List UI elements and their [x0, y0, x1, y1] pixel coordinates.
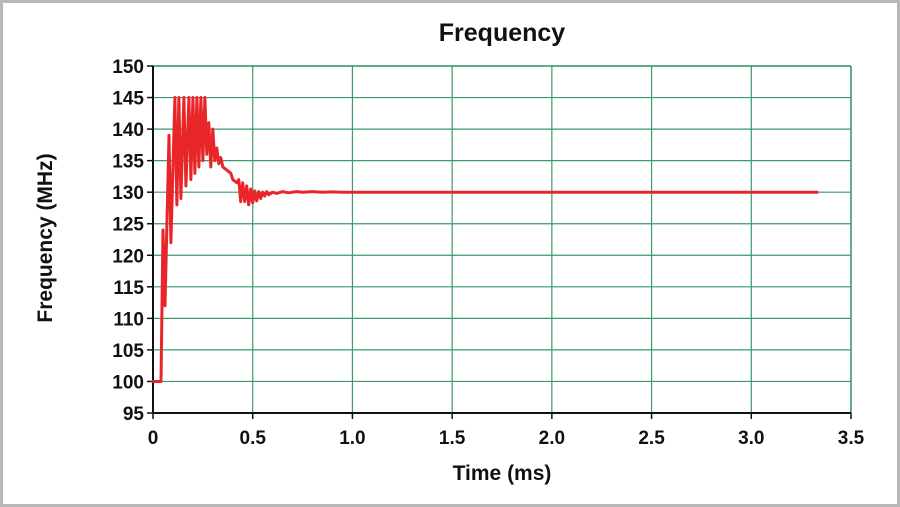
series-layer	[151, 96, 819, 383]
y-tick-label: 125	[112, 215, 144, 236]
x-tick-label: 3.0	[738, 428, 764, 449]
y-tick-label: 150	[112, 57, 144, 78]
x-tick-label: 2.0	[539, 428, 565, 449]
tick-labels: 0 0.5 1.0 1.5 2.0 2.5 3.0 3.5 95 100 105 110 115 120 1…	[112, 57, 864, 449]
y-axis-title: Frequency (MHz)	[34, 153, 57, 322]
y-tick-label: 115	[113, 278, 144, 299]
x-tick-label: 0.5	[240, 428, 267, 449]
chart-title: Frequency	[439, 19, 566, 47]
y-tick-label: 95	[123, 404, 145, 425]
x-tick-label: 1.5	[439, 428, 466, 449]
grid-lines	[153, 65, 852, 413]
x-tick-label: 0	[148, 428, 159, 449]
frequency-series-line	[151, 96, 819, 383]
x-tick-label: 1.0	[339, 428, 365, 449]
y-tick-label: 110	[113, 309, 144, 330]
y-tick-label: 140	[112, 120, 144, 141]
x-tick-label: 3.5	[838, 428, 865, 449]
x-axis-title: Time (ms)	[453, 462, 552, 485]
y-tick-label: 135	[112, 152, 144, 173]
y-tick-label: 105	[112, 341, 144, 362]
y-tick-label: 145	[112, 89, 144, 110]
y-tick-label: 130	[112, 183, 144, 204]
x-tick-label: 2.5	[638, 428, 665, 449]
axes	[147, 65, 852, 419]
y-tick-label: 120	[112, 246, 144, 267]
y-tick-label: 100	[112, 372, 144, 393]
plot-area	[153, 66, 851, 413]
